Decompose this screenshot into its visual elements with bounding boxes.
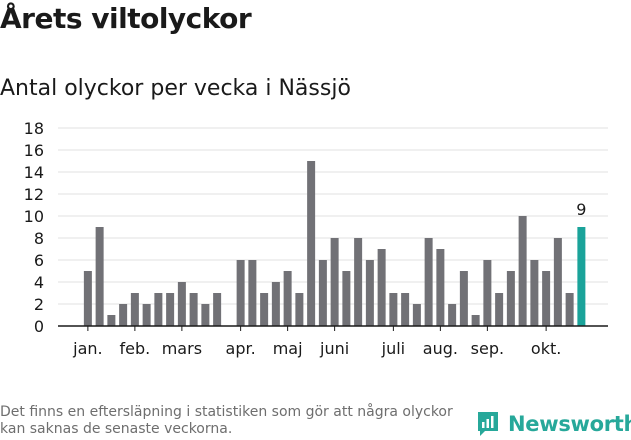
bar — [236, 260, 245, 326]
x-tick-label: juli — [381, 339, 405, 358]
x-tick-label: apr. — [226, 339, 256, 358]
data-label: 9 — [576, 200, 586, 219]
x-tick-label: aug. — [423, 339, 458, 358]
bar — [119, 304, 128, 326]
x-tick-label: juni — [319, 339, 349, 358]
bar — [142, 304, 151, 326]
bar — [189, 293, 198, 326]
bar — [377, 249, 386, 326]
bar — [295, 293, 304, 326]
bar — [260, 293, 269, 326]
y-tick-label: 12 — [24, 185, 44, 204]
bar — [283, 271, 292, 326]
y-tick-label: 18 — [24, 119, 44, 138]
y-tick-label: 16 — [24, 141, 44, 160]
bar — [248, 260, 257, 326]
x-tick-label: feb. — [120, 339, 151, 358]
bar — [565, 293, 574, 326]
bar — [342, 271, 351, 326]
x-axis: jan. feb. mars apr. maj juni juli aug. sep. okt. — [58, 325, 608, 358]
footnote: Det finns en eftersläpning i statistiken… — [0, 404, 453, 437]
bars — [83, 161, 586, 326]
bar — [448, 304, 457, 326]
bar — [213, 293, 222, 326]
x-tick-label: maj — [273, 339, 303, 358]
newsworthy-logo-icon — [478, 412, 498, 436]
x-tick-label: mars — [162, 339, 202, 358]
bar — [436, 249, 445, 326]
bar — [330, 238, 339, 326]
bar — [553, 238, 562, 326]
bar — [577, 227, 586, 326]
bar — [354, 238, 363, 326]
y-tick-label: 10 — [24, 207, 44, 226]
bar — [459, 271, 468, 326]
bar — [471, 315, 480, 326]
bar — [424, 238, 433, 326]
chart-subtitle: Antal olyckor per vecka i Nässjö — [0, 76, 351, 101]
bar — [483, 260, 492, 326]
bar — [365, 260, 374, 326]
annotations: 9 — [576, 200, 586, 219]
bar — [201, 304, 210, 326]
bar — [495, 293, 504, 326]
x-tick-label: sep. — [471, 339, 504, 358]
bar — [130, 293, 139, 326]
y-tick-label: 0 — [34, 317, 44, 336]
bar — [166, 293, 175, 326]
brand-logo[interactable]: Newsworthy — [476, 408, 631, 440]
bar — [107, 315, 116, 326]
bar — [542, 271, 551, 326]
bar — [177, 282, 186, 326]
bar — [401, 293, 410, 326]
bar — [412, 304, 421, 326]
bar — [318, 260, 327, 326]
y-tick-label: 4 — [34, 273, 44, 292]
bar — [307, 161, 316, 326]
y-axis-ticks: 0 2 4 6 8 10 12 14 16 18 — [24, 119, 44, 336]
y-tick-label: 8 — [34, 229, 44, 248]
bar — [389, 293, 398, 326]
bar — [83, 271, 92, 326]
bar — [530, 260, 539, 326]
chart-title: Årets viltolyckor — [0, 2, 252, 35]
brand-name: Newsworthy — [508, 412, 631, 436]
y-tick-label: 2 — [34, 295, 44, 314]
grid-lines — [58, 127, 608, 305]
bar — [271, 282, 280, 326]
bar — [95, 227, 104, 326]
y-tick-label: 14 — [24, 163, 44, 182]
x-tick-label: jan. — [72, 339, 102, 358]
bar — [518, 216, 527, 326]
bar — [154, 293, 163, 326]
bar — [506, 271, 515, 326]
x-tick-label: okt. — [531, 339, 561, 358]
y-tick-label: 6 — [34, 251, 44, 270]
